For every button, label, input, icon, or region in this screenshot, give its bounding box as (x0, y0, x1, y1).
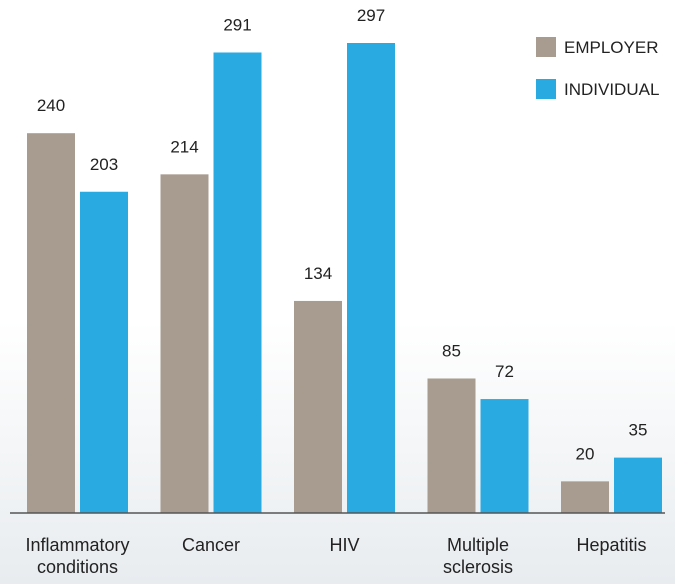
bar (427, 378, 476, 513)
bar (614, 457, 662, 513)
x-tick-label: Cancer (181, 535, 241, 555)
data-label: 20 (576, 444, 595, 463)
data-label: 297 (357, 6, 385, 25)
data-label: 85 (442, 341, 461, 360)
data-label: 240 (37, 96, 65, 115)
bar (27, 133, 75, 513)
bar (213, 52, 262, 514)
legend-swatch (536, 37, 556, 57)
bar (80, 191, 128, 513)
bar (347, 43, 395, 513)
x-tick-label: Inflammatory conditions (25, 535, 130, 577)
legend-swatch (536, 79, 556, 99)
bar (480, 399, 529, 513)
legend-label: EMPLOYER (564, 38, 658, 57)
x-tick-label: Hepatitis (576, 535, 647, 555)
x-tick-label: HIV (329, 535, 360, 555)
bar (561, 481, 609, 513)
data-label: 134 (304, 264, 332, 283)
data-label: 203 (90, 155, 118, 174)
data-label: 35 (629, 421, 648, 440)
bar (160, 174, 209, 513)
legend-label: INDIVIDUAL (564, 80, 659, 99)
data-label: 72 (495, 362, 514, 381)
data-label: 291 (223, 15, 251, 34)
bar (294, 300, 342, 513)
data-label: 214 (170, 137, 198, 156)
x-tick-label: Multiple sclerosis (442, 535, 513, 577)
